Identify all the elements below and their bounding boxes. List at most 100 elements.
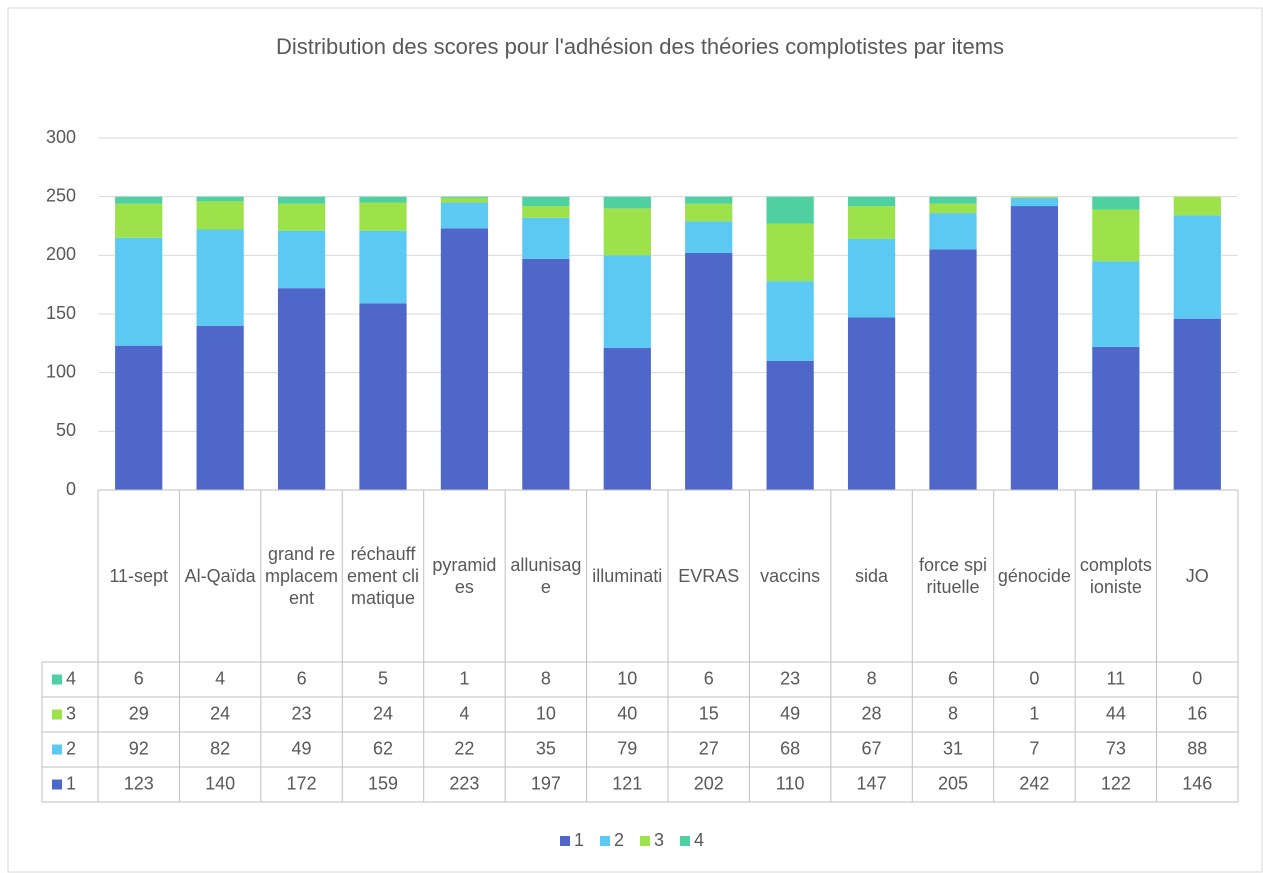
table-value: 6 (134, 668, 144, 688)
bar-segment (929, 213, 977, 250)
table-value: 197 (531, 773, 561, 793)
table-value: 24 (210, 703, 230, 723)
bar-segment (847, 196, 896, 207)
x-tick-label: illuminati (592, 566, 663, 586)
category-cell: complotsioniste (1080, 555, 1152, 597)
bar-segment (115, 345, 163, 490)
bar-segment (847, 238, 896, 318)
table-legend-key (52, 779, 62, 790)
table-legend-key (52, 674, 62, 685)
table-series-name: 2 (66, 738, 76, 758)
bar-segment (277, 203, 326, 231)
y-tick-label: 200 (46, 244, 76, 264)
bar-segment (685, 196, 733, 204)
bar-segment (277, 230, 326, 289)
bar-segment (196, 229, 244, 326)
x-tick-label: 11-sept (109, 566, 169, 586)
bar-segment (277, 196, 326, 204)
legend-label: 4 (694, 830, 704, 850)
table-value: 23 (780, 668, 800, 688)
table-value: 62 (373, 738, 393, 758)
bar-segment (440, 228, 489, 490)
table-value: 172 (287, 773, 317, 793)
bar-segment (766, 360, 814, 490)
bar-segment (766, 223, 814, 282)
bar-segment (359, 202, 407, 231)
table-value: 5 (378, 668, 388, 688)
bar-segment (196, 196, 244, 202)
table-value: 8 (541, 668, 551, 688)
bar-segment (1010, 206, 1059, 490)
table-value: 121 (612, 773, 642, 793)
y-tick-label: 150 (46, 303, 76, 323)
x-tick-label: vaccins (760, 566, 821, 586)
table-value: 28 (862, 703, 882, 723)
legend-label: 1 (574, 830, 584, 850)
table-value: 4 (215, 668, 225, 688)
y-tick-label: 300 (46, 127, 76, 147)
bar-segment (603, 348, 651, 490)
x-tick-label: allunisage (510, 555, 582, 597)
category-cell: force spirituelle (919, 555, 987, 597)
legend-key (560, 836, 570, 846)
bar-segment (115, 237, 163, 346)
table-value: 8 (948, 703, 958, 723)
table-value: 88 (1187, 738, 1207, 758)
table-value: 140 (205, 773, 235, 793)
table-value: 15 (699, 703, 719, 723)
bar-segment (115, 203, 163, 238)
table-value: 22 (454, 738, 474, 758)
table-value: 49 (780, 703, 800, 723)
legend-key (600, 836, 610, 846)
bar-segment (522, 206, 570, 218)
bar-segment (847, 317, 896, 490)
table-value: 242 (1019, 773, 1049, 793)
table-value: 202 (694, 773, 724, 793)
bar-segment (196, 325, 244, 490)
bar-segment (440, 196, 489, 198)
category-cell: sida (855, 566, 889, 586)
category-cell: grand remplacement (265, 544, 338, 608)
table-legend-key (52, 744, 62, 755)
bar-segment (1092, 196, 1140, 210)
bar-segment (847, 206, 896, 239)
bar-segment (603, 196, 651, 209)
table-value: 1 (1029, 703, 1039, 723)
bar-segment (1173, 318, 1221, 490)
table-value: 40 (617, 703, 637, 723)
bar-segment (766, 281, 814, 361)
table-value: 8 (867, 668, 877, 688)
bar-segment (766, 196, 814, 224)
table-series-name: 1 (66, 773, 76, 793)
table-value: 147 (857, 773, 887, 793)
table-value: 110 (776, 773, 805, 793)
bar-segment (440, 202, 489, 229)
y-tick-label: 0 (66, 479, 76, 499)
table-value: 159 (368, 773, 398, 793)
bar-segment (1010, 197, 1059, 207)
legend-label: 3 (654, 830, 664, 850)
legend-key (680, 836, 690, 846)
bar-segment (359, 230, 407, 304)
bar-segment (685, 221, 733, 253)
table-value: 1 (459, 668, 469, 688)
table-series-name: 4 (66, 668, 76, 688)
table-value: 123 (124, 773, 154, 793)
table-value: 0 (1029, 668, 1039, 688)
table-series-name: 3 (66, 703, 76, 723)
bar-segment (1173, 215, 1221, 319)
table-value: 10 (617, 668, 637, 688)
bar-segment (929, 203, 977, 214)
table-value: 16 (1187, 703, 1207, 723)
category-cell: JO (1186, 566, 1209, 586)
table-value: 29 (129, 703, 149, 723)
bar-segment (522, 217, 570, 259)
category-cell: illuminati (592, 566, 663, 586)
bar-segment (277, 288, 326, 490)
table-value: 122 (1101, 773, 1131, 793)
x-tick-label: EVRAS (678, 566, 740, 586)
bar-segment (1092, 346, 1140, 490)
bar-segment (685, 203, 733, 222)
x-tick-label: sida (855, 566, 889, 586)
